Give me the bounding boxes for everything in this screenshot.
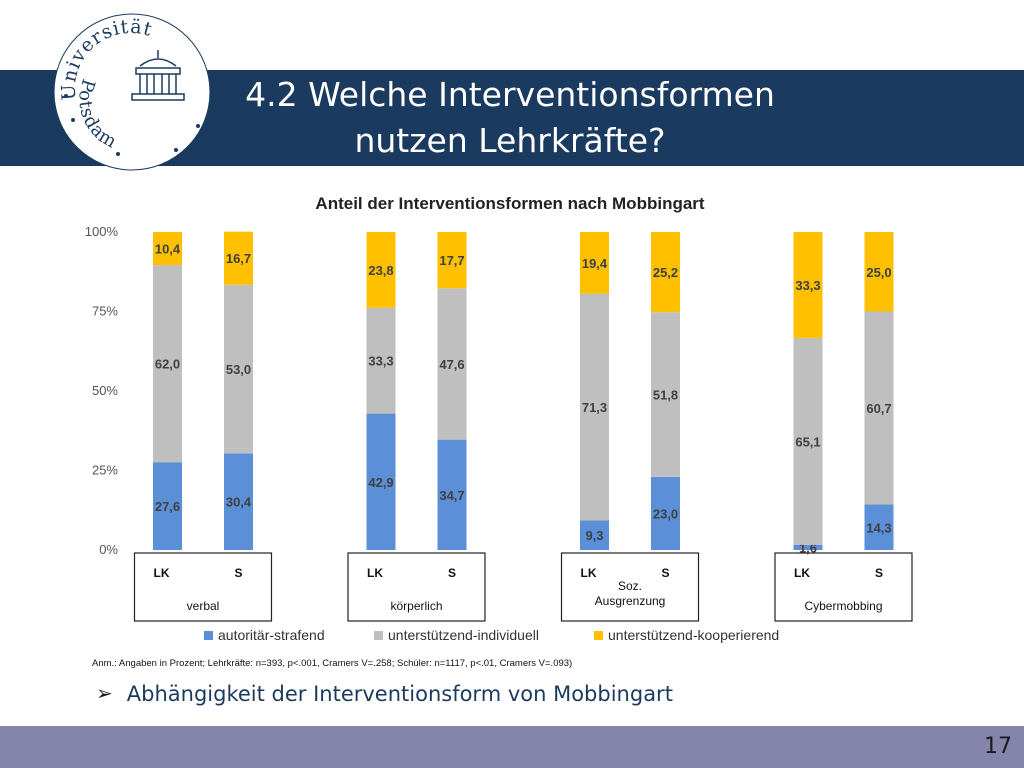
category-label: LK bbox=[581, 566, 597, 580]
bar-segment bbox=[153, 462, 182, 550]
bar-segment bbox=[864, 504, 894, 550]
bar-segment bbox=[224, 284, 253, 454]
group-label: Soz. bbox=[618, 579, 642, 593]
group-box bbox=[774, 552, 913, 622]
y-tick-label: 50% bbox=[92, 383, 118, 398]
footer-bar bbox=[0, 726, 1024, 768]
legend-label: unterstützend-individuell bbox=[388, 627, 539, 643]
data-label: 42,9 bbox=[368, 475, 393, 490]
page-number: 17 bbox=[984, 734, 1012, 759]
data-label: 60,7 bbox=[866, 401, 891, 416]
bar-segment bbox=[153, 232, 182, 266]
data-label: 19,4 bbox=[582, 256, 608, 271]
bars: 27,6 62,0 10,4 30,4 53,0 16,7 42,9 33,3 23,8 34,7… bbox=[153, 231, 894, 555]
bar-segment bbox=[366, 232, 396, 308]
slide-title: 4.2 Welche Interventionsformen nutzen Le… bbox=[210, 72, 810, 164]
group-label: Ausgrenzung bbox=[595, 594, 666, 608]
bar-segment bbox=[437, 232, 467, 289]
data-label: 10,4 bbox=[155, 242, 181, 257]
data-label: 9,3 bbox=[585, 528, 603, 543]
y-tick-label: 100% bbox=[85, 224, 119, 239]
category-label: S bbox=[234, 566, 242, 580]
y-axis: 0% 25% 50% 75% 100% bbox=[85, 224, 119, 557]
legend-swatch bbox=[374, 631, 383, 640]
data-label: 25,0 bbox=[866, 265, 891, 280]
slide-title-line-2: nutzen Lehrkräfte? bbox=[354, 121, 666, 160]
bar-segment bbox=[651, 312, 680, 477]
data-label: 23,8 bbox=[368, 263, 393, 278]
university-logo: Universität Potsdam bbox=[48, 8, 212, 172]
data-label: 23,0 bbox=[653, 506, 678, 521]
category-label: S bbox=[661, 566, 669, 580]
data-label: 14,3 bbox=[866, 520, 891, 535]
bar-segment bbox=[580, 293, 609, 521]
bar-segment bbox=[864, 311, 894, 505]
data-label: 27,6 bbox=[155, 499, 180, 514]
bar-segment bbox=[366, 413, 396, 550]
bar-segment bbox=[224, 453, 253, 550]
arrow-bullet-icon: ➢ bbox=[96, 683, 113, 705]
data-label: 71,3 bbox=[582, 400, 607, 415]
bar-segment bbox=[366, 307, 396, 414]
data-label: 53,0 bbox=[226, 362, 251, 377]
bar-segment bbox=[580, 232, 609, 294]
bar-segment bbox=[864, 232, 894, 312]
group-box bbox=[347, 552, 486, 622]
bar-segment bbox=[437, 439, 467, 550]
legend: autoritär-strafend unterstützend-individu… bbox=[204, 627, 779, 643]
category-label: LK bbox=[794, 566, 810, 580]
category-label: LK bbox=[367, 566, 383, 580]
data-label: 17,7 bbox=[439, 253, 464, 268]
data-label: 33,3 bbox=[368, 354, 393, 369]
data-label: 33,3 bbox=[795, 278, 820, 293]
bar-segment bbox=[580, 520, 609, 550]
group-box bbox=[560, 552, 700, 622]
bullet-point: ➢ Abhängigkeit der Interventionsform von… bbox=[96, 678, 673, 710]
category-label: S bbox=[875, 566, 883, 580]
stacked-bar-chart: Anteil der Interventionsformen nach Mobb… bbox=[85, 194, 913, 669]
bullet-text: Abhängigkeit der Interventionsform von M… bbox=[126, 682, 673, 706]
bar-segment bbox=[793, 544, 823, 550]
group-box bbox=[133, 552, 273, 622]
y-tick-label: 0% bbox=[99, 542, 118, 557]
bar-segment bbox=[651, 476, 680, 550]
data-label: 16,7 bbox=[226, 251, 251, 266]
bar-segment bbox=[793, 337, 823, 545]
group-label: Cybermobbing bbox=[804, 599, 882, 613]
group-label: körperlich bbox=[390, 599, 442, 613]
legend-label: autoritär-strafend bbox=[218, 627, 325, 643]
y-tick-label: 25% bbox=[92, 463, 118, 478]
chart-note: Anm.: Angaben in Prozent; Lehrkräfte: n=… bbox=[92, 658, 572, 669]
category-label: S bbox=[448, 566, 456, 580]
bar-segment bbox=[651, 232, 680, 313]
data-label: 51,8 bbox=[653, 387, 678, 402]
chart-title: Anteil der Interventionsformen nach Mobb… bbox=[315, 194, 704, 213]
bar-segment bbox=[793, 232, 823, 338]
data-label: 25,2 bbox=[653, 265, 678, 280]
category-label: LK bbox=[154, 566, 170, 580]
data-label: 47,6 bbox=[439, 357, 464, 372]
legend-swatch bbox=[204, 631, 213, 640]
bar-segment bbox=[437, 288, 467, 440]
data-label: 62,0 bbox=[155, 357, 180, 372]
building-icon bbox=[131, 50, 185, 101]
legend-swatch bbox=[594, 631, 603, 640]
slide-title-line-1: 4.2 Welche Interventionsformen bbox=[245, 75, 775, 114]
bar-segment bbox=[153, 265, 182, 463]
data-label: 65,1 bbox=[795, 434, 820, 449]
group-label: verbal bbox=[187, 599, 220, 613]
data-label: 34,7 bbox=[439, 488, 464, 503]
bar-segment bbox=[224, 231, 253, 285]
legend-label: unterstützend-kooperierend bbox=[608, 627, 779, 643]
data-label: 30,4 bbox=[226, 495, 252, 510]
y-tick-label: 75% bbox=[92, 304, 118, 319]
